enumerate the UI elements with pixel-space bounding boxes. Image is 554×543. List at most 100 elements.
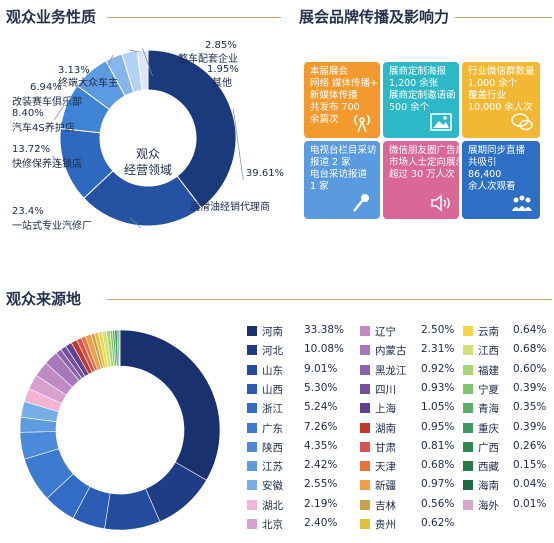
legend-label: 黑龙江 [375,363,407,378]
slice-value-label: 8.40% [12,108,44,119]
legend-label: 上海 [375,401,396,416]
title-divider [107,299,552,300]
center-label: 经营领域 [124,163,172,177]
legend-item: 河南 33.38% [247,324,347,339]
legend-item: 贵州 0.62% [360,517,460,532]
legend-label: 河南 [262,324,283,339]
legend-swatch [247,461,257,471]
tile-text: 行业微信群数量 [468,66,534,78]
legend-value: 10.08% [304,343,344,355]
legend-swatch [247,403,257,413]
slice-category-label: 快修保养连锁店 [12,157,82,170]
legend-swatch [247,442,257,452]
tile-text: 展期同步直播 [468,145,534,157]
legend-value: 0.64% [513,324,546,336]
legend-label: 广东 [262,421,283,436]
legend-swatch [360,480,370,490]
tile-text: 微信朋友圈广告后 [389,145,453,157]
slice-category-label: 其他 [212,76,232,89]
legend-value: 2.42% [304,459,337,471]
legend-value: 7.26% [304,421,337,433]
slice-category-label: 一站式专业汽修厂 [12,219,92,232]
legend-value: 0.39% [513,421,546,433]
legend-value: 0.81% [421,440,454,452]
tile-text: 超过 30 万人次 [389,169,453,181]
tile-text: 电视台栏目采访 [310,145,374,157]
legend-swatch [247,365,257,375]
legend-label: 新疆 [375,478,396,493]
slice-value-label: 1.95% [207,64,239,75]
legend-label: 山西 [262,382,283,397]
legend-label: 贵州 [375,517,396,532]
legend-label: 西藏 [478,459,499,474]
legend-value: 33.38% [304,324,344,336]
legend-item: 重庆 0.39% [463,421,554,436]
title-divider [455,17,552,18]
legend-swatch [360,519,370,529]
legend-swatch [463,326,473,336]
business-nature-donut-chart: 39.61%润滑油经销代理商23.4%一站式专业汽修厂13.72%快修保养连锁店… [0,28,300,278]
audience-origin-title: 观众来源地 [6,288,81,309]
legend-swatch [360,326,370,336]
legend-value: 0.15% [513,459,546,471]
legend-value: 0.95% [421,421,454,433]
legend-value: 2.40% [304,517,337,529]
legend-swatch [247,519,257,529]
center-label: 观众 [136,147,160,161]
legend-swatch [247,326,257,336]
legend-label: 重庆 [478,421,499,436]
tile-text: 共吸引 [468,157,534,169]
legend-value: 0.62% [421,517,454,529]
legend-label: 浙江 [262,401,283,416]
slice-value-label: 2.85% [205,40,237,51]
tile-text: 电台采访报道 [310,169,374,181]
legend-value: 9.01% [304,363,337,375]
tile-text: 报道 2 家 [310,157,374,169]
speaker-icon [429,192,453,214]
legend-label: 福建 [478,363,499,378]
legend-swatch [463,403,473,413]
broadcast-icon [350,111,374,133]
legend-swatch [360,442,370,452]
legend-item: 江苏 2.42% [247,459,347,474]
legend-swatch [463,500,473,510]
legend-swatch [360,365,370,375]
legend-swatch [360,345,370,355]
tile-text: 本届展会 [310,66,374,78]
chat-icon [510,111,534,133]
tile-text: 86,400 [468,169,534,181]
legend-value: 5.24% [304,401,337,413]
brand-influence-title: 展会品牌传播及影响力 [299,6,449,27]
microphone-icon [350,192,374,214]
legend-item: 河北 10.08% [247,343,347,358]
tile-text: 市场人士定向展示 [389,157,453,169]
business-nature-title: 观众业务性质 [6,6,96,27]
tile-text: 1,000 余个 [468,78,534,90]
legend-swatch [247,345,257,355]
legend-value: 0.56% [421,498,454,510]
legend-label: 四川 [375,382,396,397]
legend-value: 0.92% [421,363,454,375]
legend-item: 浙江 5.24% [247,401,347,416]
legend-label: 江苏 [262,459,283,474]
audience-icon [510,192,534,214]
legend-swatch [463,461,473,471]
slice-value-label: 39.61% [246,168,284,179]
legend-label: 宁夏 [478,382,499,397]
legend-label: 河北 [262,343,283,358]
legend-value: 0.68% [421,459,454,471]
